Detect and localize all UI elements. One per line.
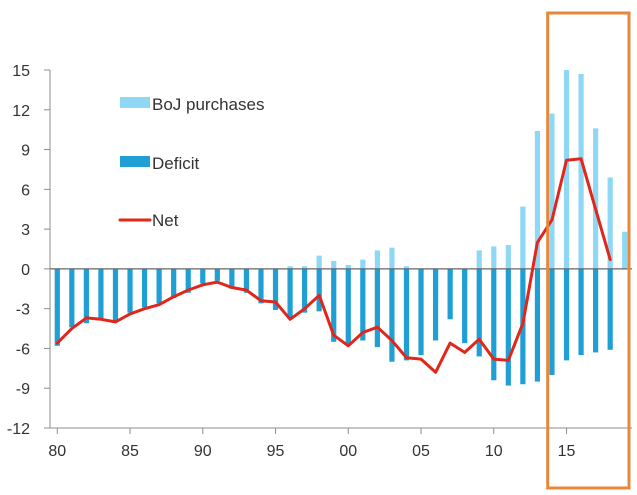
boj-purchases-bar-2002 — [374, 250, 380, 269]
boj-purchases-bar-2003 — [389, 247, 395, 269]
x-tick-label: 85 — [121, 443, 139, 460]
deficit-bar-1981 — [69, 268, 75, 328]
deficit-bar-1997 — [302, 268, 308, 313]
deficit-bar-1986 — [141, 268, 148, 308]
deficit-bar-1992 — [229, 268, 235, 289]
x-tick-label: 05 — [412, 443, 430, 460]
boj-purchases-bar-2011 — [505, 245, 511, 269]
legend-label-boj-purchases: BoJ purchases — [152, 95, 264, 114]
deficit-bar-1980 — [54, 268, 60, 346]
y-tick-label: 9 — [21, 143, 30, 160]
deficit-bar-2018 — [607, 268, 613, 350]
deficit-bar-2000 — [345, 268, 351, 345]
deficit-bar-1995 — [272, 268, 279, 310]
x-axis-ticks: 80 85 90 95 00 05 10 15 — [48, 428, 576, 460]
y-tick-label: 12 — [12, 103, 30, 120]
deficit-bar-2003 — [389, 268, 395, 362]
boj-purchases-bar-2012 — [520, 206, 526, 269]
deficit-bar-1985 — [127, 268, 133, 313]
y-tick-label: 15 — [12, 63, 30, 80]
y-tick-label: 6 — [21, 182, 30, 199]
boj-purchases-bars — [287, 70, 628, 299]
deficit-bar-2008 — [462, 268, 468, 344]
highlight-box — [546, 11, 631, 490]
deficit-bar-1994 — [258, 268, 264, 304]
deficit-bar-1983 — [98, 268, 104, 320]
deficit-bar-2005 — [418, 268, 424, 356]
boj-purchases-bar-2018 — [607, 177, 613, 269]
deficit-bar-1999 — [331, 268, 337, 342]
x-tick-label: 90 — [194, 443, 212, 460]
legend-swatch-boj-purchases — [120, 97, 150, 108]
boj-purchases-bar-2013 — [534, 130, 541, 269]
boj-purchases-bar-1997 — [302, 266, 308, 269]
deficit-bar-2009 — [476, 268, 482, 357]
y-tick-label: 3 — [21, 222, 30, 239]
y-tick-label: -9 — [16, 381, 30, 398]
x-tick-label: 10 — [485, 443, 503, 460]
legend-label-deficit: Deficit — [152, 154, 200, 173]
legend-label-net: Net — [152, 211, 179, 230]
x-tick-label: 15 — [558, 443, 576, 460]
deficit-bar-2014 — [549, 268, 555, 375]
boj-purchases-bar-2010 — [491, 246, 497, 269]
boj-purchases-bar-1998 — [316, 255, 322, 269]
deficit-bar-2007 — [447, 268, 453, 320]
deficit-bar-2001 — [360, 268, 366, 341]
deficit-bar-2013 — [534, 268, 541, 382]
deficit-bar-2006 — [432, 268, 439, 341]
boj-purchases-bar-2004 — [403, 266, 410, 269]
y-tick-label: 0 — [21, 262, 30, 279]
legend: BoJ purchases Deficit Net — [118, 95, 264, 230]
boj-purchases-bar-2015 — [563, 70, 570, 269]
boj-purchases-bar-2009 — [476, 250, 482, 269]
deficit-bar-2016 — [578, 268, 584, 356]
x-tick-label: 80 — [48, 443, 66, 460]
y-tick-label: -12 — [7, 421, 30, 438]
deficit-bar-1989 — [185, 268, 191, 293]
deficit-bar-1996 — [287, 268, 293, 318]
deficit-bar-2011 — [505, 268, 511, 386]
deficit-bar-1990 — [200, 268, 206, 284]
deficit-bar-2010 — [491, 268, 497, 381]
y-tick-label: -3 — [16, 302, 30, 319]
deficit-bar-2004 — [403, 268, 410, 361]
deficit-bar-1984 — [112, 268, 119, 322]
deficit-bar-2002 — [374, 268, 380, 348]
deficit-bar-1988 — [171, 268, 177, 299]
y-axis-ticks: 15 12 9 6 3 0 -3 -6 -9 -12 — [7, 63, 50, 438]
y-tick-label: -6 — [16, 341, 30, 358]
net-line — [55, 157, 612, 374]
deficit-bar-2015 — [563, 268, 570, 361]
legend-swatch-deficit — [120, 156, 150, 167]
deficit-bar-2017 — [593, 268, 599, 353]
deficit-bars — [54, 268, 613, 386]
boj-purchases-bar-2014 — [549, 113, 555, 269]
deficit-bar-1993 — [243, 268, 250, 293]
boj-purchases-bar-1999 — [331, 260, 337, 269]
boj-purchases-bar-1996 — [287, 266, 293, 269]
boj-purchases-bar-2016 — [578, 73, 584, 269]
x-tick-label: 95 — [267, 443, 285, 460]
deficit-bar-1998 — [316, 268, 322, 312]
boj-purchases-bar-2019 — [622, 231, 628, 269]
x-tick-label: 00 — [339, 443, 357, 460]
boj-purchases-bar-2000 — [345, 264, 351, 269]
deficit-bar-1982 — [83, 268, 89, 324]
deficit-bar-1991 — [214, 268, 220, 281]
boj-purchases-bar-2001 — [360, 259, 366, 269]
boj-purchases-bar-2017 — [593, 128, 599, 269]
deficit-bar-1987 — [156, 268, 162, 304]
